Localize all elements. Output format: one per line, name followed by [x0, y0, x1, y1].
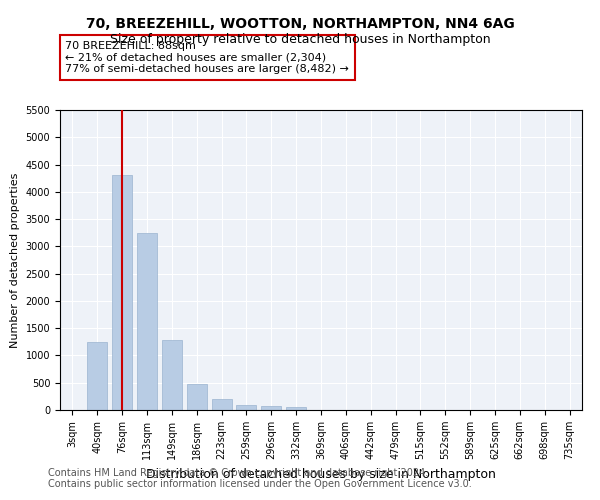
- Bar: [162, 340, 182, 410]
- X-axis label: Distribution of detached houses by size in Northampton: Distribution of detached houses by size …: [146, 468, 496, 480]
- Text: Contains public sector information licensed under the Open Government Licence v3: Contains public sector information licen…: [48, 479, 472, 489]
- Bar: [212, 399, 232, 410]
- Bar: [286, 407, 306, 410]
- Text: Size of property relative to detached houses in Northampton: Size of property relative to detached ho…: [110, 32, 490, 46]
- Bar: [187, 384, 206, 410]
- Text: 70 BREEZEHILL: 88sqm
← 21% of detached houses are smaller (2,304)
77% of semi-de: 70 BREEZEHILL: 88sqm ← 21% of detached h…: [65, 41, 349, 74]
- Bar: [262, 406, 281, 410]
- Bar: [137, 232, 157, 410]
- Y-axis label: Number of detached properties: Number of detached properties: [10, 172, 20, 348]
- Text: 70, BREEZEHILL, WOOTTON, NORTHAMPTON, NN4 6AG: 70, BREEZEHILL, WOOTTON, NORTHAMPTON, NN…: [86, 18, 514, 32]
- Bar: [236, 405, 256, 410]
- Bar: [88, 342, 107, 410]
- Bar: [112, 176, 132, 410]
- Text: Contains HM Land Registry data © Crown copyright and database right 2024.: Contains HM Land Registry data © Crown c…: [48, 468, 428, 477]
